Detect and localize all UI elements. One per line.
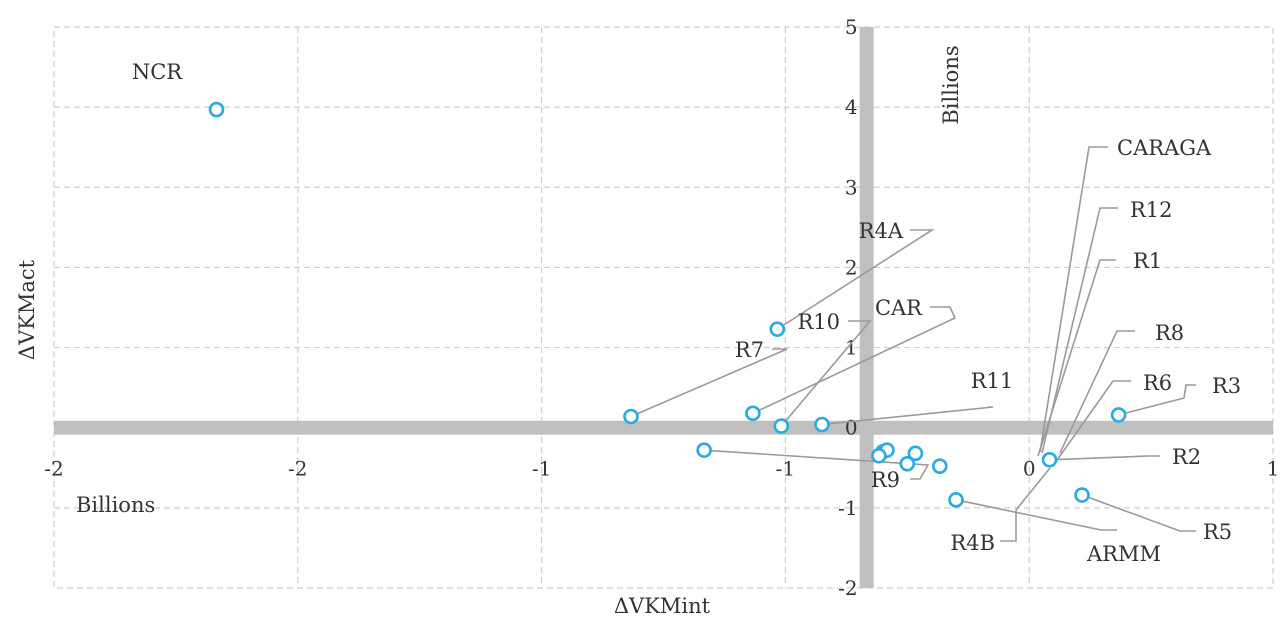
plot-border — [53, 26, 1274, 589]
data-point — [948, 492, 964, 508]
leader-line — [1081, 494, 1196, 532]
point-label: R4A — [859, 219, 904, 243]
y-tick-label: 2 — [845, 255, 858, 279]
leader-line — [1054, 380, 1131, 464]
data-point — [769, 321, 786, 337]
point-label: R9 — [871, 468, 900, 492]
y-unit-label: Billions — [939, 45, 963, 124]
data-point — [1074, 487, 1090, 503]
point-label: ARMM — [1086, 542, 1161, 566]
point-layer — [208, 101, 1127, 508]
point-label: R11 — [971, 369, 1014, 393]
grid-layer — [53, 26, 1274, 589]
point-label: NCR — [132, 60, 183, 84]
y-tick-label: 1 — [845, 336, 858, 360]
x-unit-label: Billions — [76, 493, 155, 517]
x-tick-label: -1 — [776, 457, 795, 481]
x-tick-label: -2 — [288, 457, 307, 481]
point-label: R4B — [950, 531, 995, 555]
point-label: R5 — [1203, 520, 1232, 544]
point-label: CAR — [875, 296, 923, 320]
point-label: R8 — [1155, 321, 1184, 345]
point-label: R7 — [735, 338, 764, 362]
data-point — [745, 405, 761, 422]
y-tick-label: 0 — [845, 416, 858, 440]
x-tick-label: -2 — [44, 457, 63, 481]
leader-line — [1118, 384, 1196, 416]
y-tick-label: -1 — [838, 496, 857, 520]
leader-layer — [630, 146, 1196, 542]
point-label: R12 — [1130, 198, 1173, 222]
y-axis-title: ΔVKMact — [15, 259, 39, 360]
leader-line — [821, 406, 994, 426]
data-point — [1041, 451, 1058, 468]
x-tick-label: -1 — [532, 457, 551, 481]
y-tick-label: -2 — [838, 576, 857, 600]
y-tick-label: 3 — [845, 175, 858, 199]
leader-line — [1041, 207, 1118, 454]
leader-line — [704, 449, 930, 480]
leader-line — [776, 229, 935, 330]
leader-line — [1000, 467, 1051, 542]
data-point — [623, 408, 639, 425]
point-label: CARAGA — [1117, 136, 1212, 160]
point-label: R10 — [797, 310, 840, 334]
leader-line — [1037, 259, 1116, 457]
leader-line — [780, 320, 872, 427]
leader-line — [1059, 330, 1135, 454]
leader-line — [1039, 146, 1108, 453]
data-point — [907, 445, 924, 462]
leader-line — [752, 306, 957, 415]
point-label: R3 — [1212, 374, 1241, 398]
x-axis-title: ΔVKMint — [614, 594, 711, 618]
leader-line — [955, 499, 1117, 531]
data-point — [899, 455, 916, 472]
data-point — [773, 418, 790, 434]
data-point — [696, 442, 712, 458]
data-point — [871, 447, 887, 464]
data-point — [208, 101, 225, 118]
x-tick-label: 0 — [1023, 457, 1036, 481]
point-label: R6 — [1143, 371, 1172, 395]
point-label: R2 — [1172, 445, 1201, 469]
data-point — [1110, 407, 1127, 423]
label-layer: NCR R4A R7 CAR R10 R11 R9 CARAGA R12 R1 R8 R6 R4B R3 R… — [132, 60, 1241, 566]
y-tick-label: 5 — [845, 15, 858, 39]
y-tick-label: 4 — [845, 95, 858, 119]
leader-line — [630, 348, 788, 418]
x-tick-label: 1 — [1267, 457, 1280, 481]
point-label: R1 — [1133, 249, 1162, 273]
leader-line — [1049, 455, 1160, 461]
axis-layer: -2 -2 -1 -1 0 1 -2 -1 0 1 2 3 4 5 — [44, 15, 1279, 600]
data-point — [932, 458, 948, 474]
data-point — [814, 416, 830, 433]
